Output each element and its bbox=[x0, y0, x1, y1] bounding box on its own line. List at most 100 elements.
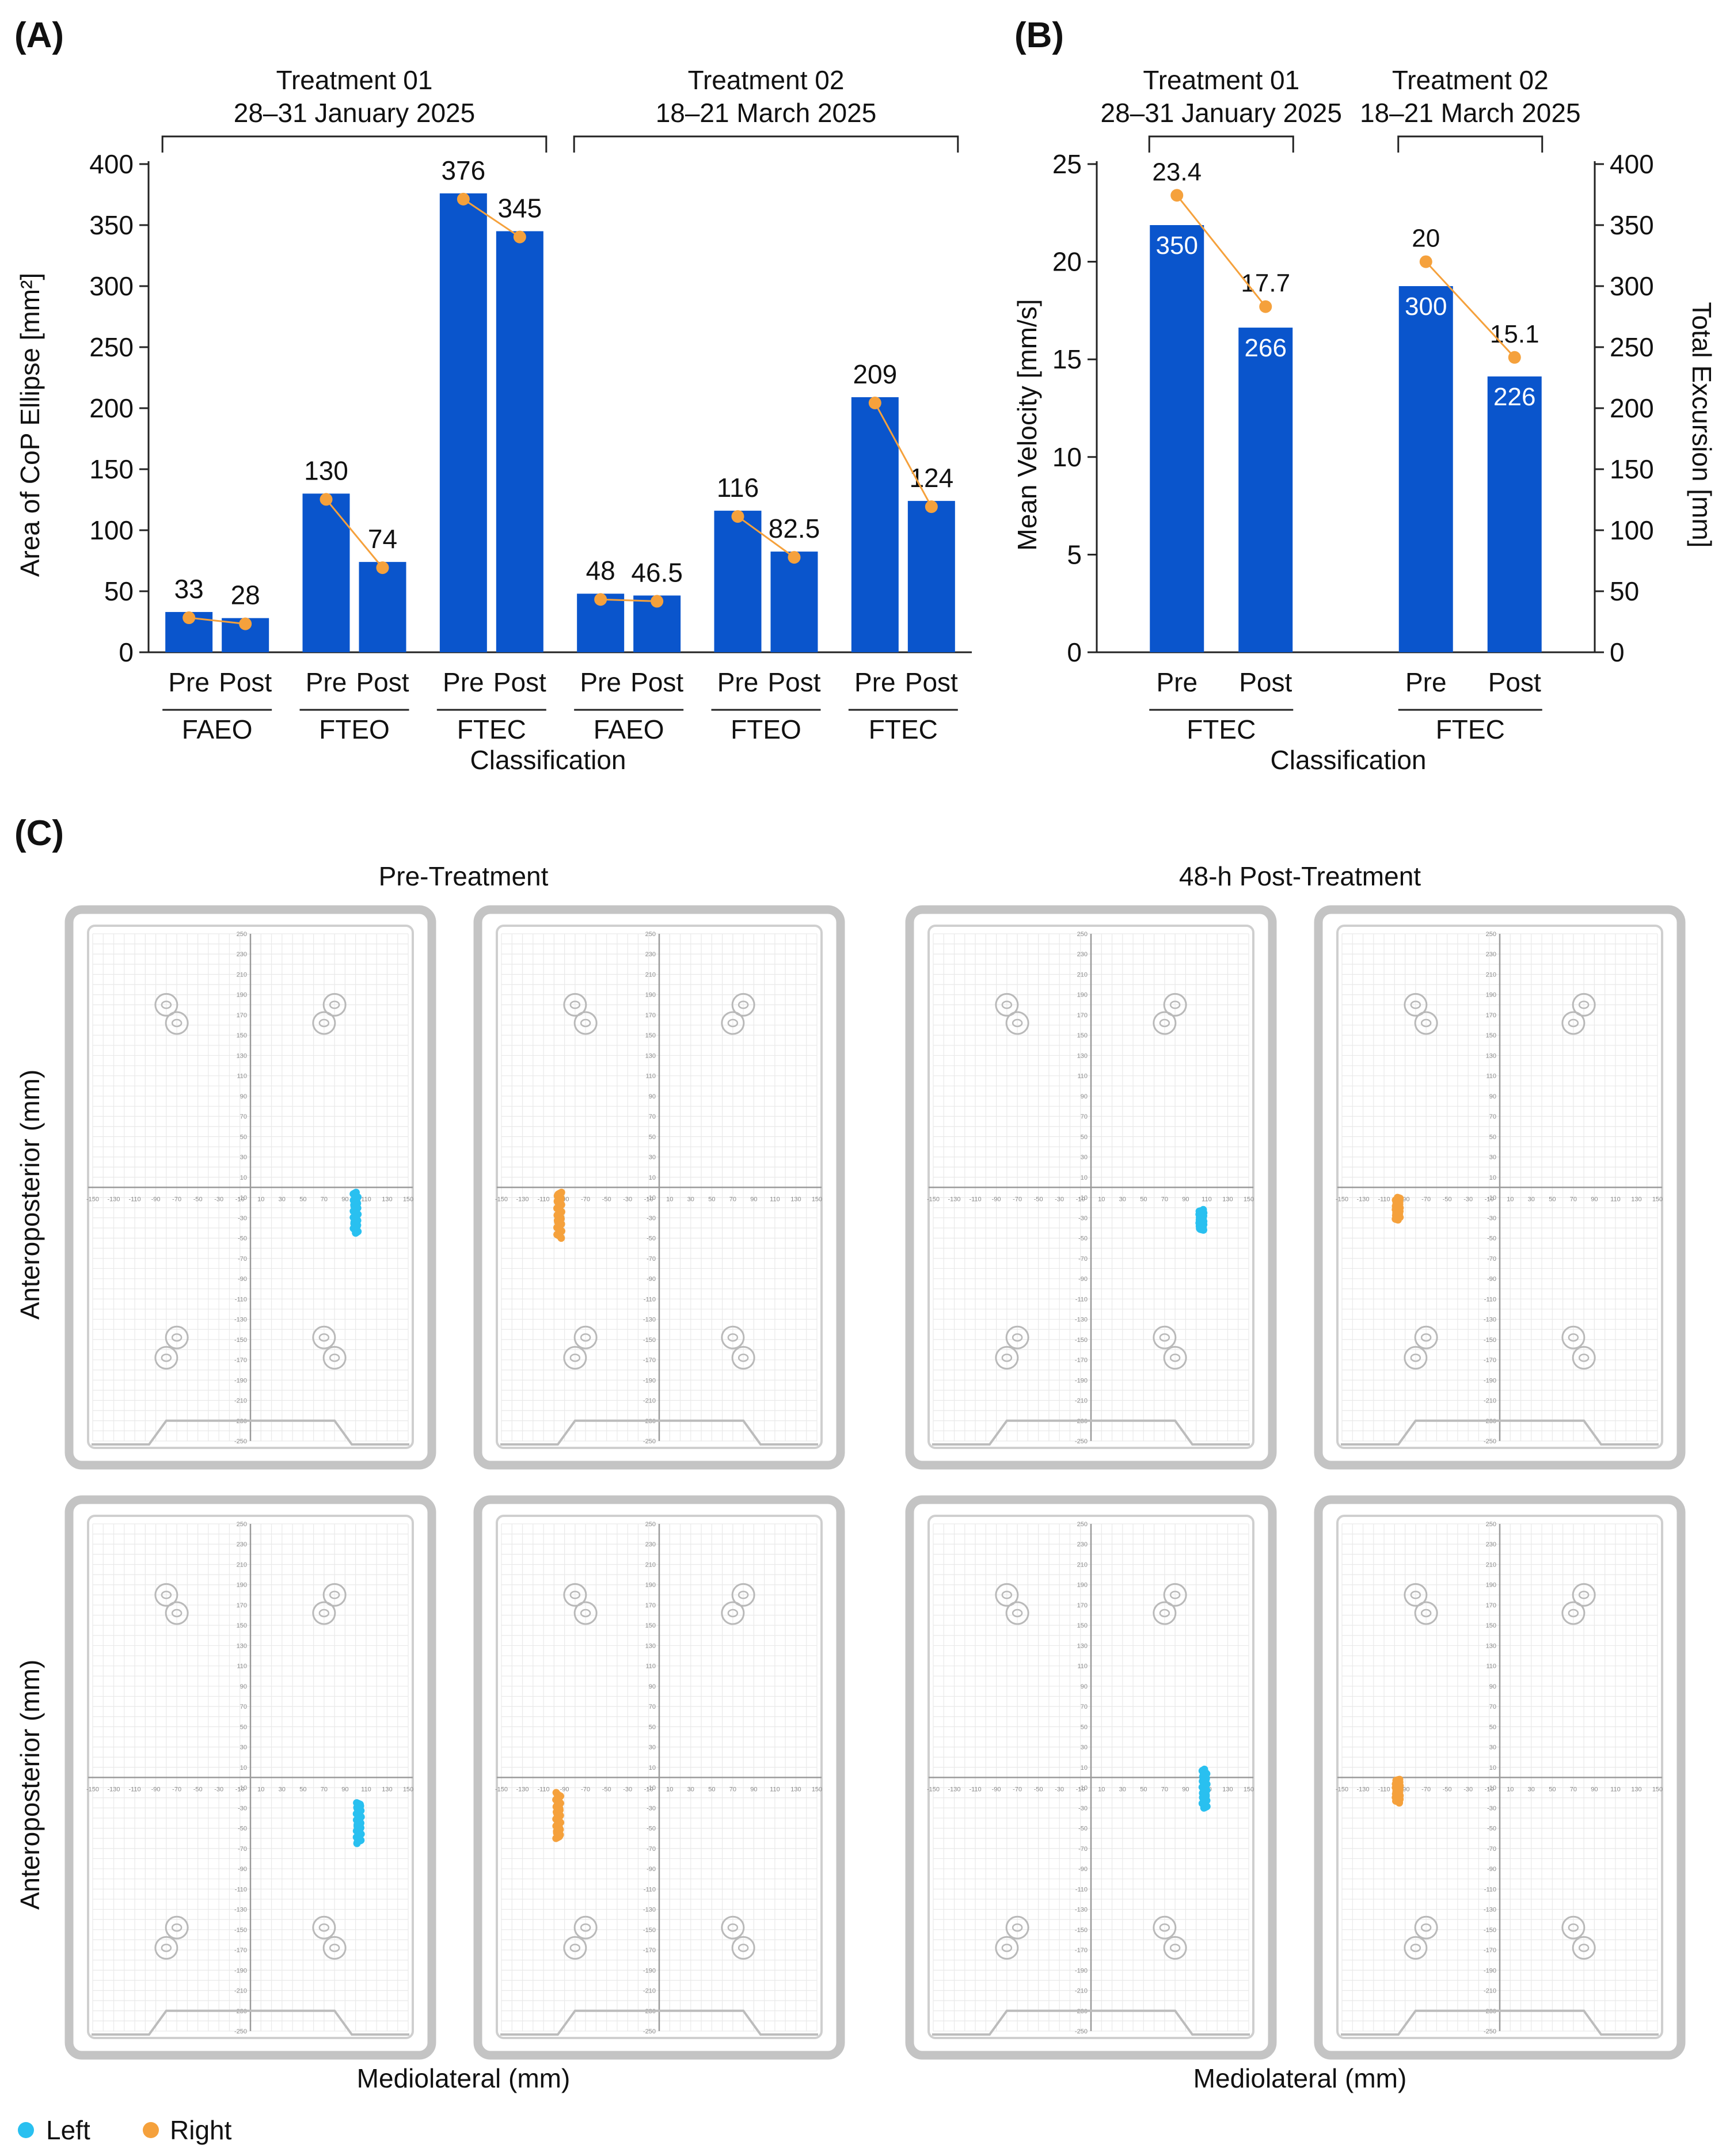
plate-y-tick-label: -10 bbox=[1078, 1195, 1088, 1201]
panel-a-trend-point bbox=[925, 500, 938, 514]
panel-b-trend-point bbox=[1508, 351, 1521, 364]
plate-x-tick-label: 70 bbox=[1570, 1786, 1577, 1793]
panel-c-label: (C) bbox=[14, 813, 64, 853]
panel-b-trend-point bbox=[1419, 255, 1432, 268]
plate-mount-marker-inner bbox=[329, 1591, 340, 1599]
plate-y-tick-label: -110 bbox=[1075, 1296, 1088, 1303]
panel-b-group-label: FTEC bbox=[1187, 714, 1256, 744]
plate-y-tick-label: -130 bbox=[643, 1907, 656, 1914]
panel-a-group-label: FAEO bbox=[594, 714, 664, 744]
plate-mount-marker-inner bbox=[727, 1923, 739, 1932]
plate-y-tick-label: 50 bbox=[240, 1724, 247, 1731]
plate-y-tick-label: -10 bbox=[1487, 1195, 1496, 1201]
plate-y-tick-label: 190 bbox=[645, 992, 656, 999]
plate-y-tick-label: -250 bbox=[1484, 2028, 1496, 2035]
panel-b-trend-line bbox=[1425, 261, 1515, 358]
plate-x-tick-label: 150 bbox=[1652, 1196, 1663, 1203]
panel-a-x-tick-label: Pre bbox=[168, 667, 210, 697]
plate-y-tick-label: 110 bbox=[1077, 1663, 1088, 1670]
plate-y-tick-label: -110 bbox=[235, 1886, 247, 1893]
plate-x-tick-label: 70 bbox=[321, 1786, 328, 1793]
plate-left-x-axis-label: Mediolateral (mm) bbox=[357, 2063, 571, 2093]
panel-a-trend-point bbox=[320, 493, 333, 506]
plate-mount-marker-inner bbox=[171, 1333, 183, 1342]
plate-y-tick-label: 10 bbox=[1081, 1765, 1088, 1771]
legend-right-label: Right bbox=[170, 2115, 232, 2145]
plate-y-tick-label: -30 bbox=[1487, 1805, 1496, 1812]
plate-x-tick-label: -70 bbox=[1013, 1786, 1022, 1793]
panel-a-data-label: 82.5 bbox=[769, 514, 820, 543]
plate-notch-outline bbox=[1341, 1419, 1659, 1446]
plate-y-tick-label: -210 bbox=[643, 1398, 656, 1405]
plate-y-tick-label: 250 bbox=[645, 931, 656, 938]
plate-x-tick-label: -150 bbox=[495, 1786, 508, 1793]
panel-a-data-label: 130 bbox=[304, 455, 348, 485]
plate-y-tick-label: 210 bbox=[645, 1561, 656, 1568]
plate-y-tick-label: 190 bbox=[1077, 1582, 1088, 1589]
panel-b-treatment-dates: 18–21 March 2025 bbox=[1360, 98, 1581, 128]
plate-y-tick-label: -50 bbox=[238, 1235, 247, 1242]
plate-y-tick-label: 190 bbox=[237, 1582, 247, 1589]
plate-mount-marker bbox=[1005, 1011, 1029, 1035]
panel-a-trend-point bbox=[457, 192, 470, 206]
plate-y-tick-label: -70 bbox=[1487, 1256, 1496, 1263]
plate-y-tick-label: -190 bbox=[234, 1967, 247, 1974]
plate-x-tick-label: 130 bbox=[382, 1196, 392, 1203]
plate-x-tick-label: 10 bbox=[1507, 1786, 1514, 1793]
plate-mount-marker bbox=[995, 1346, 1019, 1370]
plate-x-tick-label: 150 bbox=[1244, 1196, 1254, 1203]
plate-mount-marker bbox=[995, 1583, 1019, 1607]
plate-y-tick-label: -170 bbox=[1075, 1947, 1088, 1954]
plate-x-tick-label: 70 bbox=[729, 1786, 736, 1793]
plate-y-tick-label: -110 bbox=[1484, 1296, 1496, 1303]
plate-y-tick-label: 130 bbox=[1486, 1052, 1496, 1059]
plate-x-tick-label: 150 bbox=[812, 1196, 822, 1203]
plate-y-tick-label: -150 bbox=[234, 1927, 247, 1934]
plate-x-tick-label: 90 bbox=[750, 1196, 757, 1203]
panel-a-data-label: 345 bbox=[497, 193, 542, 223]
plate-y-tick-label: 90 bbox=[649, 1683, 656, 1690]
plate-x-tick-label: -130 bbox=[1357, 1196, 1370, 1203]
plate-x-tick-label: -130 bbox=[108, 1786, 120, 1793]
plate-y-tick-label: -210 bbox=[1484, 1988, 1496, 1995]
plate-mount-marker-inner bbox=[727, 1333, 739, 1342]
plate-y-tick-label: 130 bbox=[1077, 1052, 1088, 1059]
plate-mount-marker bbox=[312, 1011, 336, 1035]
plate-mount-marker-inner bbox=[1420, 1018, 1432, 1028]
plate-y-tick-label: -110 bbox=[1484, 1886, 1496, 1893]
panel-a-y-tick-label: 300 bbox=[89, 271, 134, 301]
plate-y-tick-label: 70 bbox=[240, 1113, 247, 1120]
plate-x-tick-label: 30 bbox=[279, 1786, 286, 1793]
panel-a-data-label: 376 bbox=[441, 155, 485, 185]
plate-mount-marker-inner bbox=[1001, 1001, 1013, 1009]
plate-x-tick-label: -50 bbox=[193, 1196, 203, 1203]
panel-b-treatment-bracket bbox=[1397, 135, 1543, 153]
plate-x-tick-label: -110 bbox=[1378, 1786, 1390, 1793]
plate-x-tick-label: -30 bbox=[623, 1786, 632, 1793]
plate-y-tick-label: -110 bbox=[644, 1296, 656, 1303]
plate-y-tick-label: -170 bbox=[1484, 1947, 1496, 1954]
plate-notch-outline bbox=[92, 1419, 409, 1446]
plate-x-tick-label: 50 bbox=[299, 1786, 306, 1793]
panel-b-right-tick-label: 150 bbox=[1610, 454, 1654, 484]
plate-mount-marker bbox=[1153, 1011, 1177, 1035]
force-plate: 250 230 210 190 170 150 130 110 90 70 50 30 10 -10 -30… bbox=[1314, 905, 1686, 1470]
plate-y-tick-label: -10 bbox=[238, 1195, 247, 1201]
plate-mount-marker-inner bbox=[1012, 1923, 1023, 1932]
plate-x-tick-label: 90 bbox=[1591, 1196, 1598, 1203]
plate-x-tick-label: -30 bbox=[1463, 1786, 1473, 1793]
plate-y-tick-label: 10 bbox=[240, 1174, 247, 1181]
plate-y-tick-label: 150 bbox=[237, 1622, 247, 1629]
panel-b-x-tick-label: Pre bbox=[1156, 667, 1197, 697]
plate-x-tick-label: -30 bbox=[214, 1786, 223, 1793]
plate-y-tick-label: -170 bbox=[1075, 1357, 1088, 1364]
panel-a-y-tick-label: 400 bbox=[89, 149, 134, 179]
plate-y-tick-label: -90 bbox=[1487, 1276, 1496, 1283]
plate-x-tick-label: 130 bbox=[1222, 1786, 1233, 1793]
plate-mount-marker bbox=[731, 1583, 755, 1607]
plate-y-tick-label: -170 bbox=[643, 1947, 656, 1954]
plate-x-tick-label: 50 bbox=[708, 1196, 715, 1203]
legend-left-swatch bbox=[18, 2122, 34, 2138]
plate-mount-marker-inner bbox=[737, 1944, 749, 1952]
